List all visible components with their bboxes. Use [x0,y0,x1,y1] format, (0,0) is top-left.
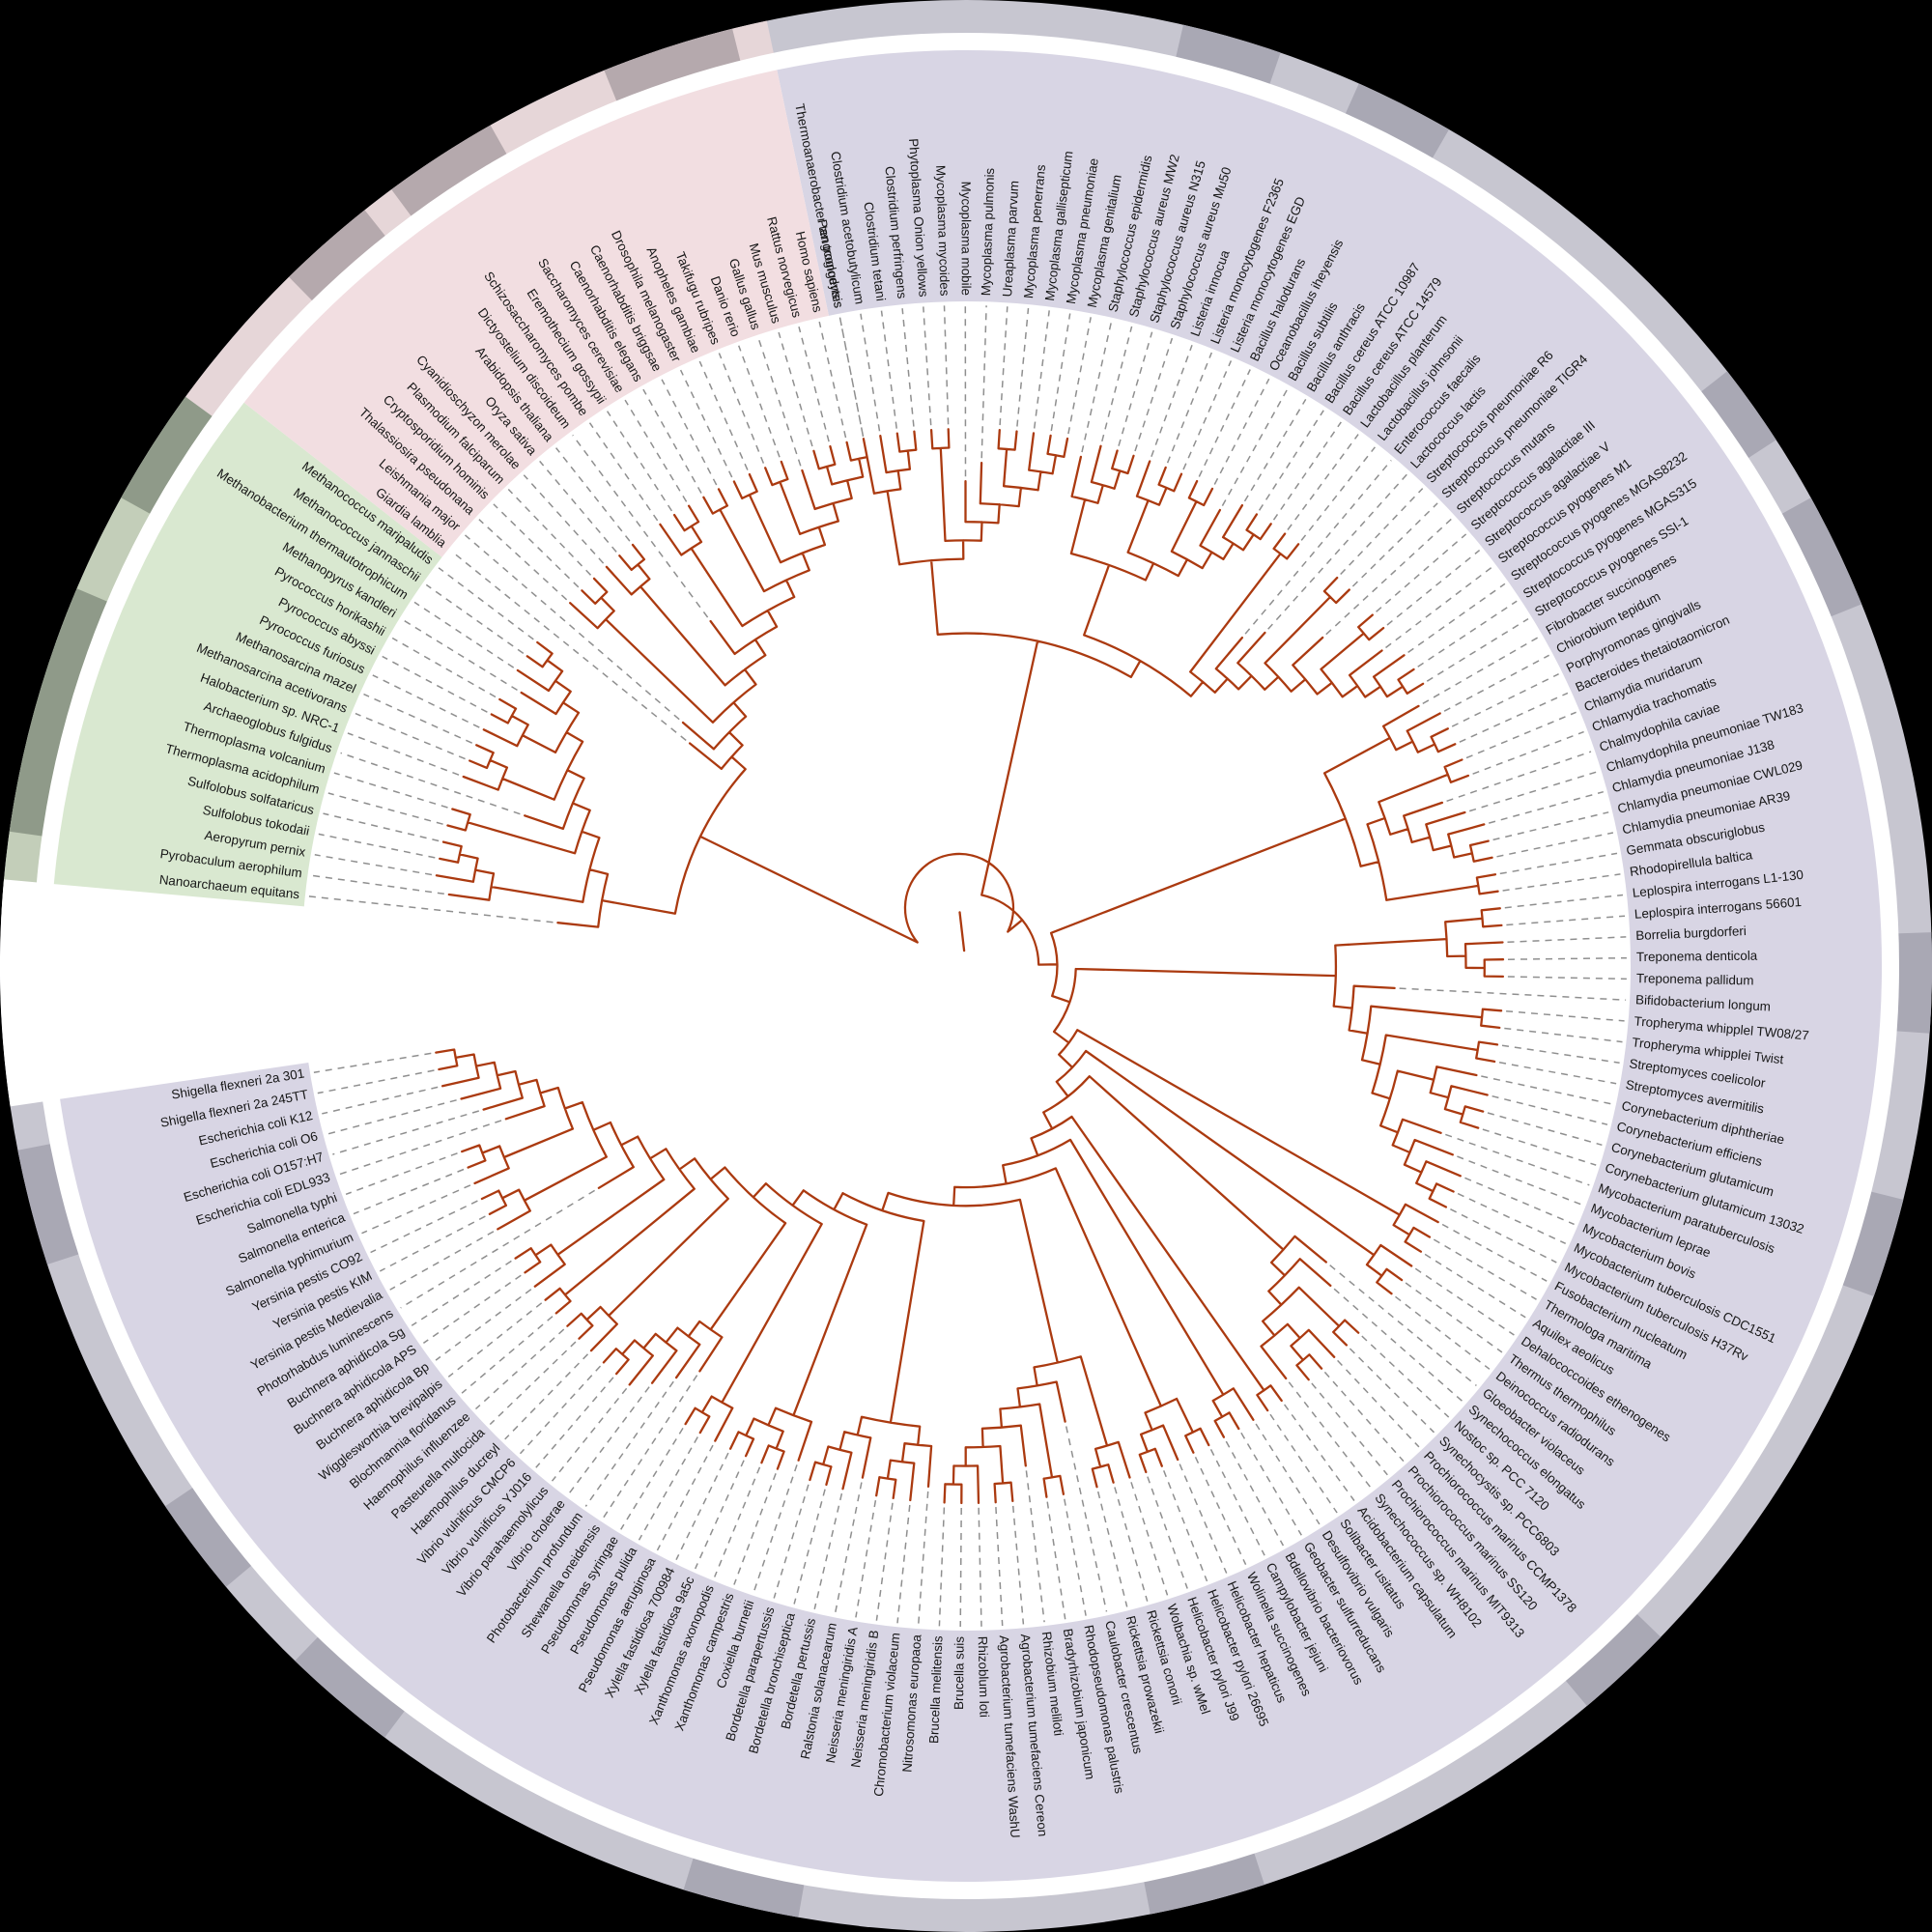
species-label: Borrelia burgdorferi [1635,923,1747,943]
species-label: Rhizoblum loti [976,1636,992,1718]
species-label: Treponema denticola [1636,949,1758,965]
species-label: Bifidobacterium longum [1635,992,1772,1013]
domain-sectors [53,49,1883,1882]
species-label: Brucella melitensis [926,1635,945,1744]
inner-tree-disc [301,301,1631,1631]
species-label: Brucella suis [952,1636,967,1710]
leader-lines [308,304,1627,1628]
species-label: Treponema pallidum [1636,971,1754,987]
species-label: Mycoplasma mobile [959,182,974,296]
tree-branches [435,428,1505,1505]
species-label: Mycoplasma pulmonis [979,167,997,296]
species-label: Mycoplasma mycoides [933,165,952,297]
